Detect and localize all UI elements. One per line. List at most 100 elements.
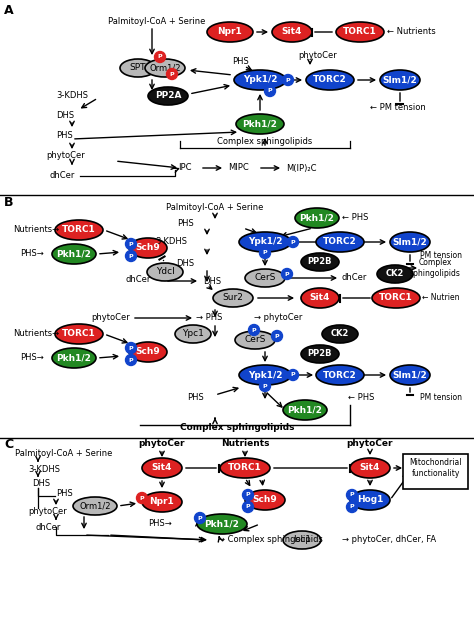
Circle shape <box>282 269 292 280</box>
Text: PHS→: PHS→ <box>20 354 44 362</box>
Ellipse shape <box>207 22 253 42</box>
Circle shape <box>126 238 137 250</box>
Ellipse shape <box>52 244 96 264</box>
Text: Sit4: Sit4 <box>360 464 380 473</box>
Text: ← PHS: ← PHS <box>342 213 368 222</box>
Text: P: P <box>268 89 272 94</box>
Text: 3-KDHS: 3-KDHS <box>155 238 187 247</box>
Circle shape <box>288 236 299 248</box>
Circle shape <box>264 85 275 96</box>
Ellipse shape <box>390 365 430 385</box>
Text: Sit4: Sit4 <box>282 27 302 36</box>
Text: dhCer: dhCer <box>126 275 151 285</box>
Text: Npr1: Npr1 <box>150 497 174 506</box>
Text: Pkh1/2: Pkh1/2 <box>243 120 277 129</box>
Text: PHS→: PHS→ <box>20 250 44 259</box>
Text: CK2: CK2 <box>386 269 404 278</box>
Text: phytoCer: phytoCer <box>91 313 130 322</box>
Text: P: P <box>291 373 295 378</box>
Ellipse shape <box>239 365 291 385</box>
Ellipse shape <box>336 22 384 42</box>
Text: Ypk1/2: Ypk1/2 <box>248 238 282 247</box>
Text: phytoCer: phytoCer <box>347 440 393 448</box>
Ellipse shape <box>316 232 364 252</box>
Text: Ydcl: Ydcl <box>155 268 174 276</box>
Circle shape <box>272 331 283 341</box>
Ellipse shape <box>283 400 327 420</box>
Text: phytoCer: phytoCer <box>298 50 337 59</box>
Text: P: P <box>263 250 267 255</box>
Text: Sit4: Sit4 <box>152 464 172 473</box>
Ellipse shape <box>239 232 291 252</box>
Ellipse shape <box>175 325 211 343</box>
Text: Nutrients→: Nutrients→ <box>13 329 59 338</box>
Text: ← Nutrien: ← Nutrien <box>422 294 459 303</box>
Text: Complex sphingolipids: Complex sphingolipids <box>218 136 313 145</box>
Ellipse shape <box>220 458 270 478</box>
Ellipse shape <box>142 458 182 478</box>
Text: TORC2: TORC2 <box>323 238 357 247</box>
Text: Slm1/2: Slm1/2 <box>392 371 428 380</box>
Circle shape <box>166 69 177 80</box>
Ellipse shape <box>73 497 117 515</box>
Text: Palmitoyl-CoA + Serine: Palmitoyl-CoA + Serine <box>166 203 264 213</box>
Circle shape <box>155 52 165 62</box>
Text: P: P <box>275 334 279 338</box>
Circle shape <box>346 489 357 501</box>
Ellipse shape <box>148 87 188 105</box>
Text: P: P <box>170 71 174 76</box>
Ellipse shape <box>213 289 253 307</box>
Text: SPT: SPT <box>130 64 146 73</box>
Ellipse shape <box>129 238 167 258</box>
Text: ← Nutrients: ← Nutrients <box>387 27 436 36</box>
Ellipse shape <box>350 458 390 478</box>
Text: DHS: DHS <box>176 259 194 268</box>
Text: phytoCer: phytoCer <box>46 152 85 161</box>
Text: PM tension: PM tension <box>420 250 462 259</box>
Circle shape <box>243 501 254 513</box>
Text: P: P <box>252 327 256 333</box>
Ellipse shape <box>245 490 285 510</box>
Text: PP2A: PP2A <box>155 92 181 101</box>
Circle shape <box>248 324 259 336</box>
Text: → phytoCer, dhCer, FA: → phytoCer, dhCer, FA <box>342 536 436 545</box>
Text: P: P <box>246 505 250 510</box>
Text: P: P <box>128 357 133 362</box>
Text: CerS: CerS <box>255 273 276 282</box>
Ellipse shape <box>147 263 183 281</box>
Text: Isc1: Isc1 <box>293 536 311 545</box>
Ellipse shape <box>245 269 285 287</box>
Text: Nutrients: Nutrients <box>221 440 269 448</box>
Ellipse shape <box>301 288 339 308</box>
Ellipse shape <box>120 59 156 77</box>
Ellipse shape <box>52 348 96 368</box>
Text: Ypk1/2: Ypk1/2 <box>243 76 277 85</box>
Text: P: P <box>286 78 290 83</box>
Text: Hog1: Hog1 <box>357 496 383 505</box>
Text: phytoCer: phytoCer <box>139 440 185 448</box>
Text: C: C <box>4 438 13 452</box>
Text: Pkh1/2: Pkh1/2 <box>288 406 322 415</box>
Ellipse shape <box>283 531 321 549</box>
Text: PP2B: PP2B <box>308 350 332 359</box>
Ellipse shape <box>142 492 182 512</box>
Text: Nutrients→: Nutrients→ <box>13 225 59 234</box>
Text: P: P <box>128 345 133 350</box>
Text: Palmitoyl-CoA + Serine: Palmitoyl-CoA + Serine <box>108 17 205 27</box>
Text: Orm1/2: Orm1/2 <box>149 64 181 73</box>
Ellipse shape <box>377 265 413 283</box>
Text: Ypc1: Ypc1 <box>182 329 204 338</box>
Text: 3-KDHS: 3-KDHS <box>28 464 60 473</box>
Ellipse shape <box>350 490 390 510</box>
Ellipse shape <box>316 365 364 385</box>
Text: P: P <box>140 496 144 501</box>
Text: PHS: PHS <box>232 57 249 66</box>
Text: → Complex sphingolipids: → Complex sphingolipids <box>218 536 323 545</box>
Text: DHS: DHS <box>56 110 74 120</box>
FancyBboxPatch shape <box>403 454 468 489</box>
Text: Complex
sphingolipids: Complex sphingolipids <box>410 258 460 278</box>
Text: TORC2: TORC2 <box>313 76 347 85</box>
Text: P: P <box>291 240 295 245</box>
Text: P: P <box>128 241 133 247</box>
Text: TORC1: TORC1 <box>379 294 413 303</box>
